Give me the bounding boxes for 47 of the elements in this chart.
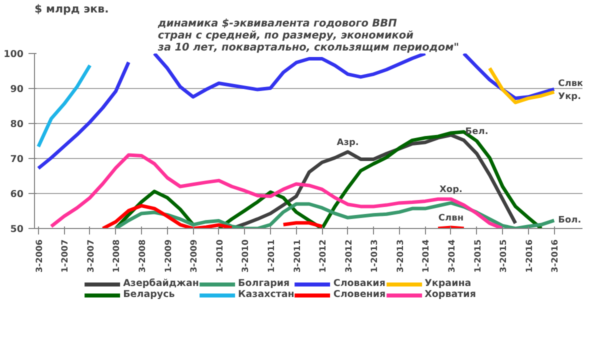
legend-label: Казахстан bbox=[238, 289, 294, 300]
legend-label: Словения bbox=[333, 289, 386, 300]
line-series bbox=[50, 153, 504, 228]
legend-label: Беларусь bbox=[123, 289, 175, 300]
annotation: Хор. bbox=[439, 185, 462, 196]
y-tick-label: 90 bbox=[10, 84, 24, 95]
legend-label: Хорватия bbox=[424, 289, 476, 300]
y-axis-title: $ млрд экв. bbox=[34, 2, 109, 16]
x-tick-label: 3-2006 bbox=[34, 239, 45, 273]
annotation: Бол. bbox=[558, 215, 582, 226]
line-series bbox=[488, 66, 556, 104]
annotation: Укр. bbox=[558, 92, 582, 102]
x-tick-label: 3-2013 bbox=[396, 239, 406, 273]
line-series bbox=[36, 64, 92, 148]
x-tick-label: 1-2013 bbox=[370, 239, 380, 273]
x-tick-label: 1-2010 bbox=[215, 239, 226, 273]
line-series bbox=[114, 201, 556, 228]
x-tick-label: 1-2012 bbox=[318, 239, 329, 273]
annotation: Слвн bbox=[438, 213, 464, 224]
x-tick-label: 1-2016 bbox=[524, 239, 535, 273]
annotation: Азр. bbox=[336, 138, 359, 148]
y-tick-label: 70 bbox=[10, 154, 24, 165]
x-tick-label: 1-2008 bbox=[112, 239, 122, 273]
x-tick-label: 1-2015 bbox=[473, 239, 484, 273]
x-tick-label: 1-2007 bbox=[60, 239, 71, 273]
x-tick-label: 3-2011 bbox=[292, 239, 303, 273]
y-tick-label: 100 bbox=[4, 49, 24, 60]
x-tick-label: 1-2009 bbox=[164, 239, 174, 273]
legend-label: Азербайджан bbox=[123, 278, 199, 289]
x-tick-label: 1-2014 bbox=[422, 239, 432, 273]
y-tick-label: 80 bbox=[10, 119, 24, 130]
legend-label: Словакия bbox=[333, 278, 386, 289]
x-tick-label: 3-2008 bbox=[138, 239, 148, 273]
chart-title: динамика $-эквивалента годового ВВП стран с средней, по размеру, экономикой за 10 лет, поквартально, скользящим периодом" bbox=[156, 18, 460, 54]
x-tick-label: 3-2014 bbox=[447, 239, 458, 273]
legend-label: Болгария bbox=[238, 278, 290, 289]
x-tick-label: 1-2011 bbox=[266, 239, 277, 273]
legend-label: Украина bbox=[424, 278, 472, 289]
annotation: Бел. bbox=[465, 127, 488, 137]
x-tick-label: 3-2012 bbox=[344, 239, 354, 273]
x-tick-label: 3-2015 bbox=[499, 239, 510, 273]
x-tick-label: 3-2009 bbox=[190, 239, 200, 273]
y-tick-label: 50 bbox=[10, 224, 24, 235]
y-tick-label: 60 bbox=[10, 189, 24, 200]
x-tick-label: 3-2016 bbox=[550, 239, 561, 273]
x-tick-label: 3-2007 bbox=[86, 239, 96, 273]
x-tick-label: 3-2010 bbox=[241, 239, 252, 273]
